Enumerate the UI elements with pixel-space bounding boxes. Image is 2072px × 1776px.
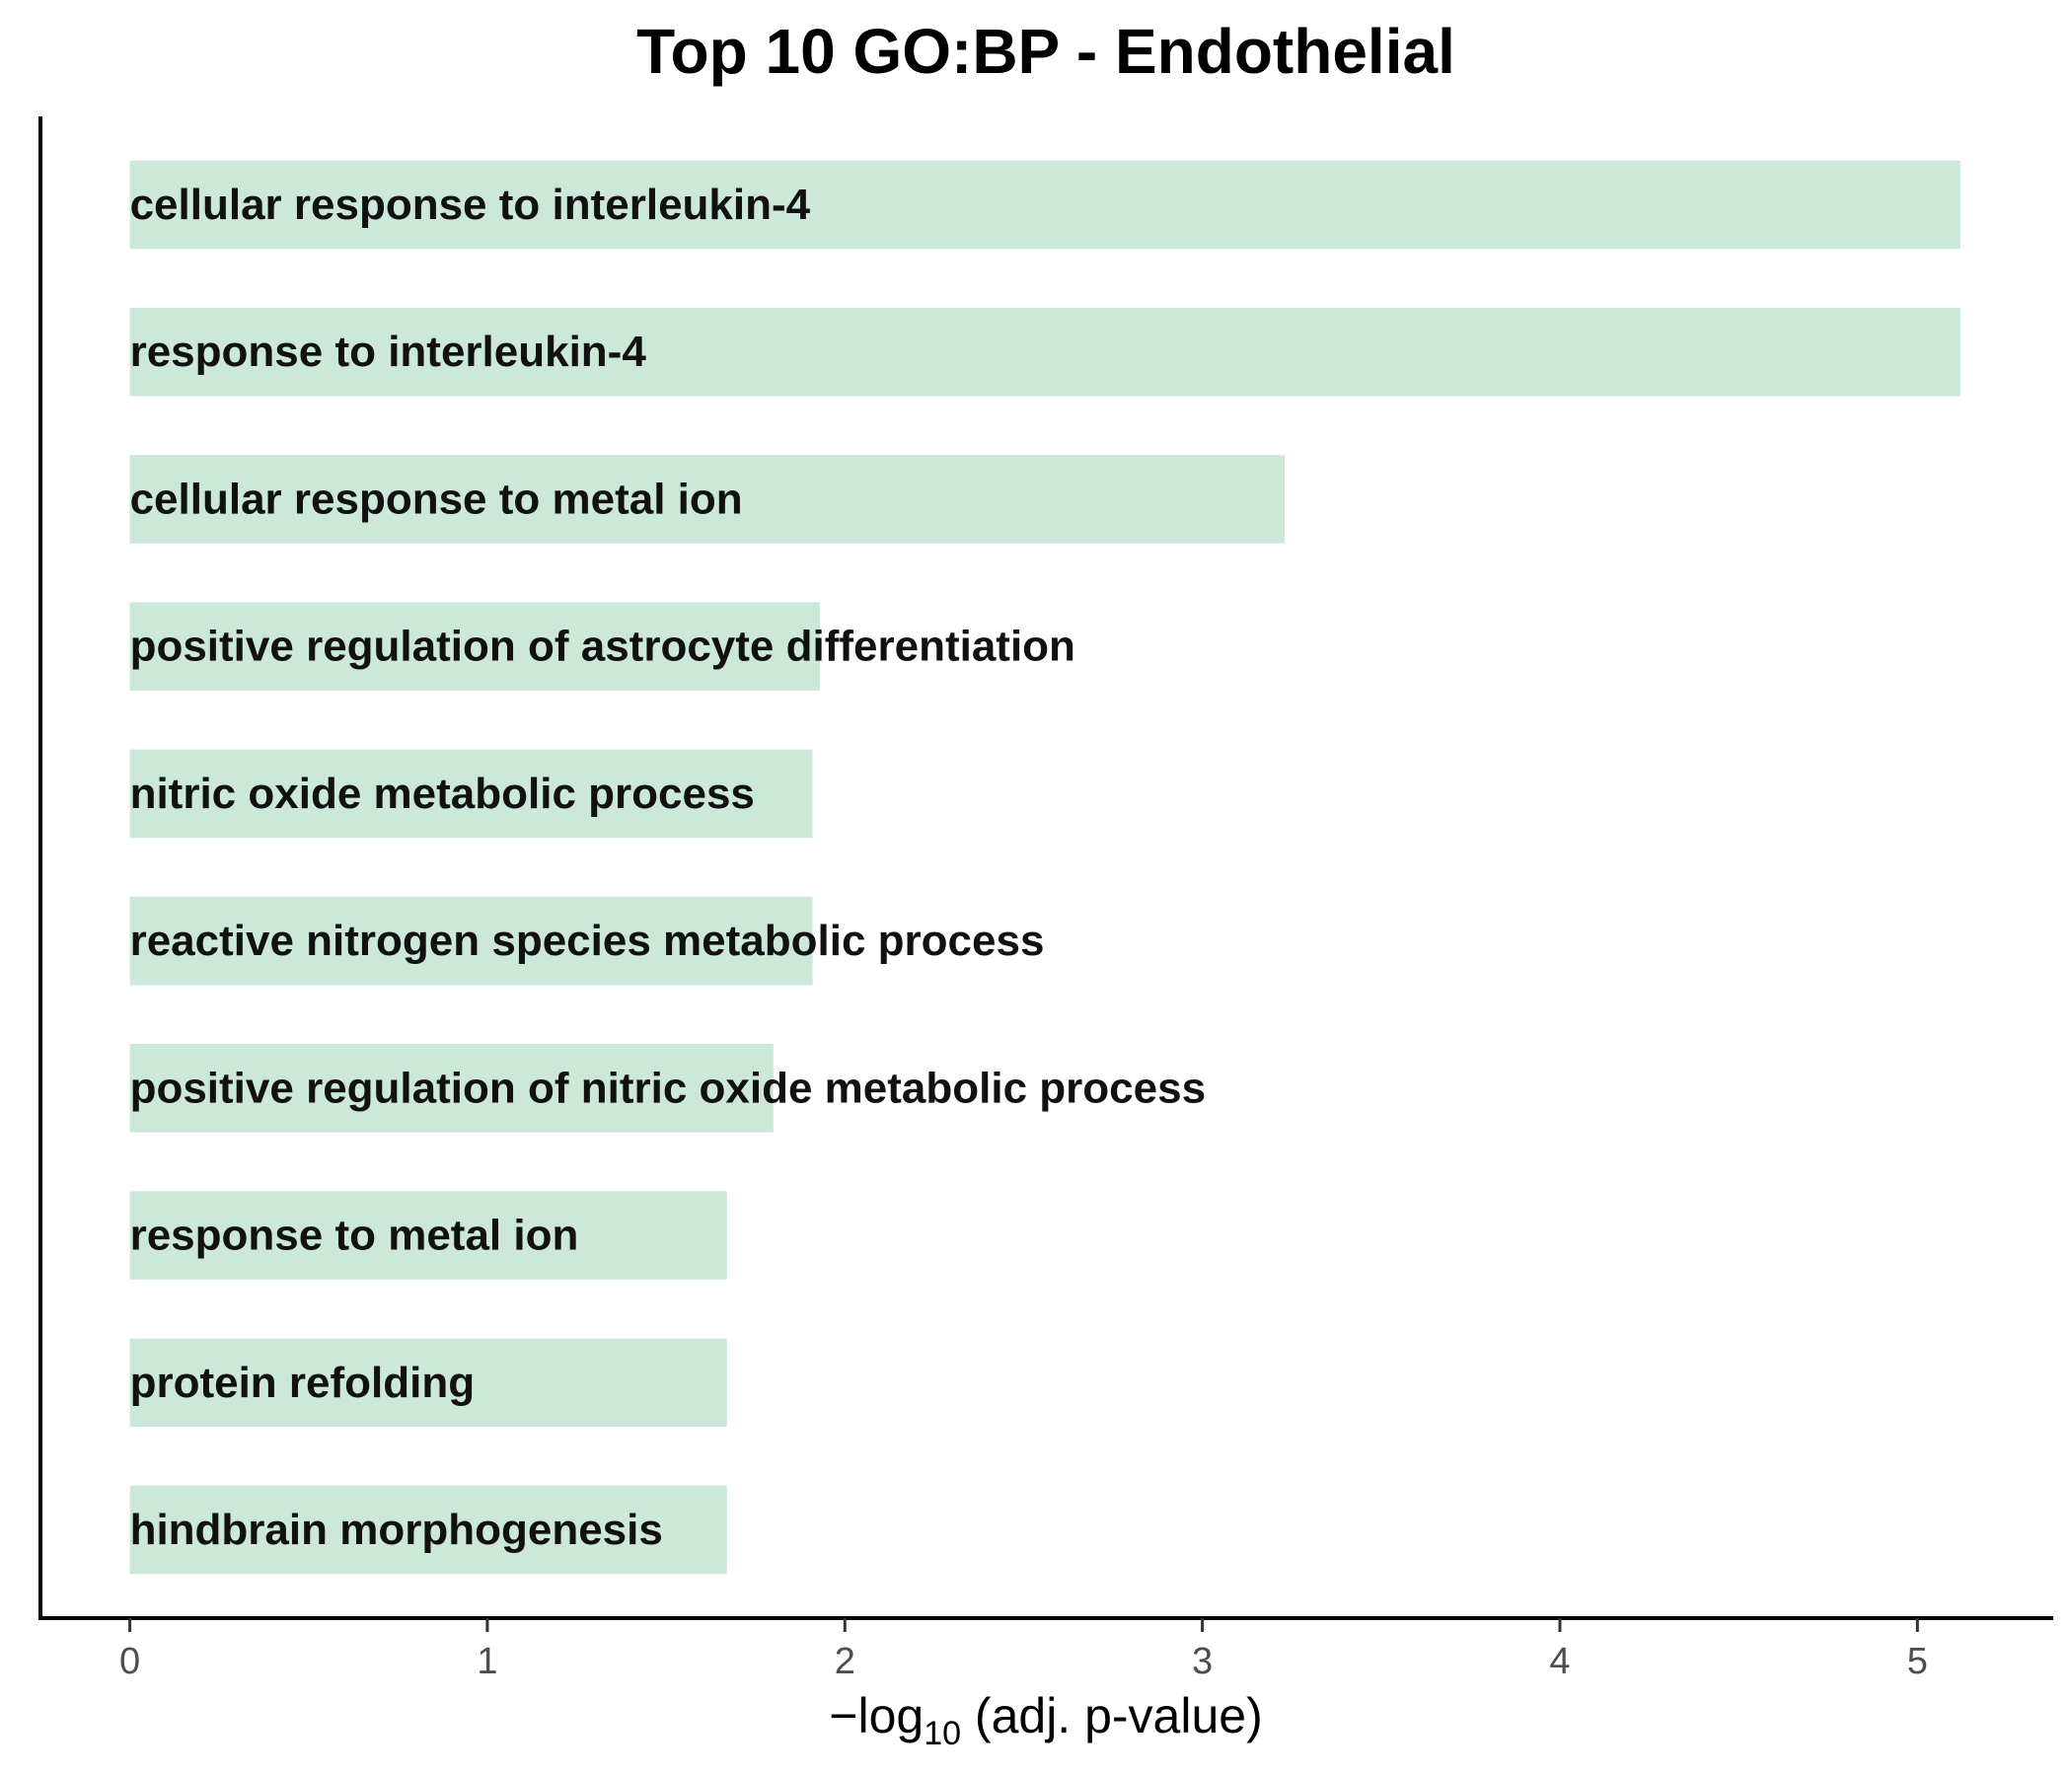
x-tick-label: 5: [1907, 1641, 1928, 1682]
bar: [129, 160, 1961, 250]
bar: [129, 1191, 727, 1280]
bar-label: nitric oxide metabolic process: [130, 770, 755, 818]
x-axis-title: −log10 (adj. p-value): [829, 1688, 1262, 1752]
x-tick-label: 0: [119, 1641, 140, 1682]
bar-label: positive regulation of astrocyte differe…: [130, 623, 1075, 671]
bar: [129, 749, 813, 839]
chart-title: Top 10 GO:BP - Endothelial: [636, 16, 1455, 87]
x-axis-title-prefix: −log: [829, 1688, 924, 1743]
bar-label: cellular response to metal ion: [130, 475, 743, 523]
bar: [129, 307, 1961, 397]
bar-label: response to metal ion: [130, 1212, 579, 1260]
bar-label: cellular response to interleukin-4: [130, 181, 811, 229]
bar-label: response to interleukin-4: [130, 328, 647, 376]
x-axis-title-subscript: 10: [924, 1715, 961, 1752]
x-tick-label: 4: [1549, 1641, 1570, 1682]
bar: [129, 1044, 774, 1133]
bar: [129, 896, 813, 986]
bar-label: positive regulation of nitric oxide meta…: [130, 1064, 1206, 1112]
bars-group: [129, 160, 1961, 1575]
x-tick-label: 3: [1192, 1641, 1213, 1682]
bar-label: reactive nitrogen species metabolic proc…: [130, 917, 1045, 965]
x-tick-label: 2: [835, 1641, 855, 1682]
bar-label: hindbrain morphogenesis: [130, 1506, 663, 1554]
bar: [129, 1485, 727, 1575]
bar-label: protein refolding: [130, 1359, 476, 1407]
bar: [129, 602, 820, 691]
x-ticks-group: 0 1 2 3 4 5: [119, 1618, 1928, 1682]
bar-labels-group: cellular response to interleukin-4 respon…: [130, 181, 1206, 1554]
x-axis-title-suffix: (adj. p-value): [961, 1688, 1263, 1743]
x-tick-label: 1: [477, 1641, 497, 1682]
bar: [129, 1338, 727, 1428]
bar: [129, 455, 1285, 544]
